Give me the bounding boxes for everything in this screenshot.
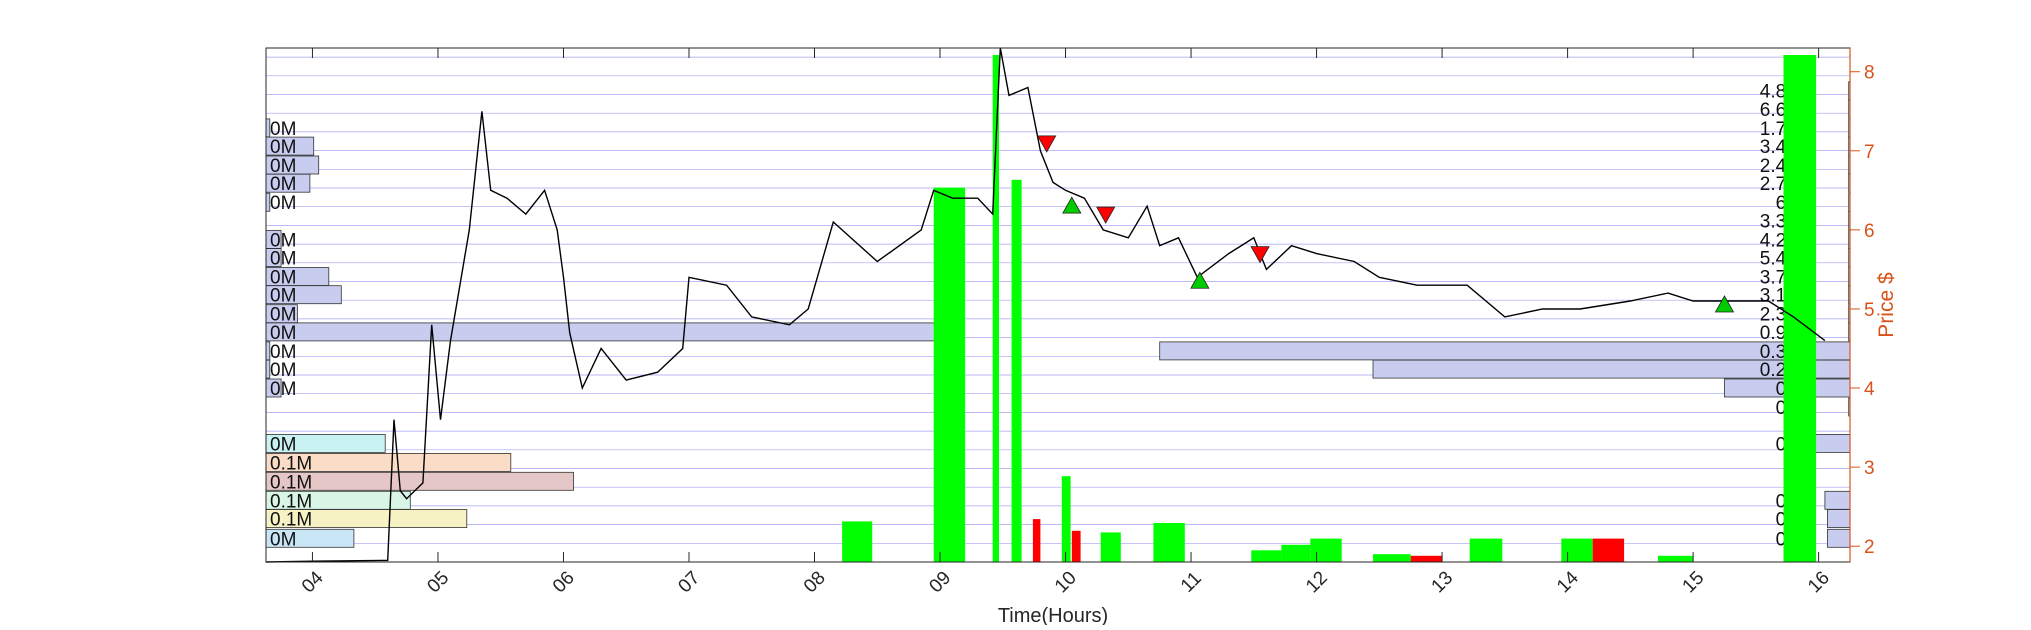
volume-bar xyxy=(1469,538,1503,562)
x-axis-label: Time(Hours) xyxy=(998,605,1108,625)
volume-bar xyxy=(1071,530,1081,562)
volume-bar xyxy=(1011,179,1022,563)
y-tick-label: 3 xyxy=(1864,458,1875,479)
profile-bar xyxy=(1159,341,1851,361)
y-tick-label: 2 xyxy=(1864,537,1875,558)
grid-lines xyxy=(266,56,1850,563)
x-tick-label: 04 xyxy=(298,567,328,597)
x-tick-label: 12 xyxy=(1302,567,1332,597)
profile-label: 0M xyxy=(270,323,296,344)
volume-bar xyxy=(1061,476,1071,562)
volume-bar xyxy=(933,187,966,562)
x-tick-label: 10 xyxy=(1051,567,1081,597)
x-tick-label: 06 xyxy=(549,567,579,597)
sell-signal-marker xyxy=(1096,206,1116,224)
profile-bar xyxy=(1811,433,1851,453)
profile-label: 0M xyxy=(270,249,296,270)
volume-bar xyxy=(1410,555,1443,562)
x-tick-label: 14 xyxy=(1553,567,1583,597)
price-series xyxy=(265,47,1826,563)
y-tick-label: 5 xyxy=(1864,300,1875,321)
profile-label: 0.1M xyxy=(270,453,312,474)
profile-bar xyxy=(265,322,945,342)
volume-bar xyxy=(1251,550,1282,562)
profile-label: 0M xyxy=(270,360,296,381)
profile-label: 0M xyxy=(270,268,296,289)
profile-label: 0M xyxy=(270,156,296,177)
volume-bar xyxy=(1561,538,1593,562)
y-tick-label: 7 xyxy=(1864,142,1875,163)
profile-bar xyxy=(1827,528,1851,548)
volume-bar xyxy=(1281,544,1311,562)
profile-bar xyxy=(1827,509,1851,528)
x-tick-label: 08 xyxy=(800,567,830,597)
sell-signal-marker xyxy=(1250,246,1270,264)
profile-bar xyxy=(1824,490,1851,510)
x-tick-label: 16 xyxy=(1804,567,1834,597)
y-tick-label: 6 xyxy=(1864,221,1875,242)
profile-label: 0M xyxy=(270,379,296,400)
volume-bar xyxy=(1592,538,1625,562)
volume-bar xyxy=(1153,523,1185,562)
profile-label: 0M xyxy=(270,342,296,363)
profile-label: 0M xyxy=(270,137,296,158)
volume-bar xyxy=(842,521,873,562)
volume-bar xyxy=(1373,554,1411,562)
buy-signal-marker xyxy=(1190,271,1210,289)
profile-label: 0M xyxy=(270,119,296,140)
x-tick-label: 09 xyxy=(925,567,955,597)
volume-bar xyxy=(1783,55,1817,562)
buy-signal-marker xyxy=(1062,196,1082,214)
volume-bar xyxy=(1658,555,1694,562)
profile-label: 0M xyxy=(270,529,296,550)
profile-label: 0M xyxy=(270,286,296,307)
profile-label: 0M xyxy=(270,305,296,326)
sell-signal-marker xyxy=(1037,135,1057,153)
y-axis-label: Price $ xyxy=(1875,272,1898,338)
volume-bar xyxy=(1100,532,1121,562)
x-tick-label: 13 xyxy=(1428,567,1458,597)
profile-label: 0.1M xyxy=(270,472,312,493)
volume-bars xyxy=(842,55,1817,563)
x-tick-label: 07 xyxy=(674,567,704,597)
y-tick-label: 8 xyxy=(1864,63,1875,84)
x-tick-label: 11 xyxy=(1177,568,1206,597)
profile-label: 0M xyxy=(270,230,296,251)
price-line xyxy=(265,47,1826,563)
volume-bar xyxy=(1310,538,1342,562)
buy-signal-marker xyxy=(1714,295,1735,313)
left-volume-profile: 0M0.1M0.1M0.1M0.1M0M0M0M0M0M0M0M0M0M0M0M… xyxy=(265,118,945,550)
volume-bar xyxy=(992,55,999,562)
profile-label: 0M xyxy=(270,174,296,195)
volume-bar xyxy=(1032,519,1041,562)
signal-markers xyxy=(1037,135,1735,313)
right-volume-profile: 0M0M0M0M0M0M0.2M0.3M0.9M2.3M3.1M3.7M5.4M… xyxy=(1159,81,1851,550)
x-tick-label: 15 xyxy=(1679,567,1709,597)
x-tick-label: 05 xyxy=(423,567,453,597)
y-tick-label: 4 xyxy=(1864,379,1875,400)
profile-label: 0.1M xyxy=(270,491,312,512)
profile-label: 0M xyxy=(270,434,296,455)
profile-label: 0M xyxy=(270,193,296,214)
profile-label: 0.1M xyxy=(270,510,312,531)
